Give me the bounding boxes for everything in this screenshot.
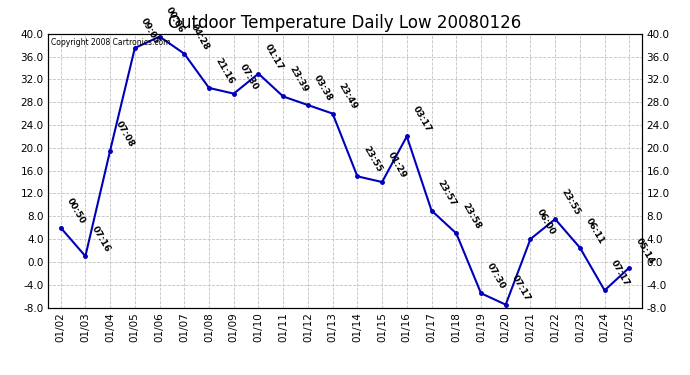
Text: 05:14: 05:14: [633, 236, 656, 266]
Text: 23:39: 23:39: [287, 65, 310, 94]
Text: 03:17: 03:17: [411, 105, 433, 134]
Text: 01:17: 01:17: [263, 42, 285, 72]
Text: 06:11: 06:11: [584, 216, 606, 246]
Text: 09:05: 09:05: [139, 16, 161, 46]
Text: 06:00: 06:00: [535, 208, 557, 237]
Text: 07:17: 07:17: [510, 273, 532, 303]
Text: 23:58: 23:58: [460, 202, 482, 231]
Text: 23:55: 23:55: [560, 188, 582, 217]
Text: 07:30: 07:30: [238, 62, 260, 92]
Text: 00:06: 00:06: [164, 6, 186, 34]
Text: 23:55: 23:55: [362, 145, 384, 174]
Text: Copyright 2008 Cartronics.com: Copyright 2008 Cartronics.com: [51, 38, 170, 47]
Text: 23:57: 23:57: [435, 179, 458, 209]
Text: 07:30: 07:30: [485, 262, 507, 291]
Text: 00:50: 00:50: [65, 196, 87, 225]
Text: 23:49: 23:49: [337, 82, 359, 111]
Text: 04:28: 04:28: [188, 22, 210, 51]
Text: 07:08: 07:08: [115, 119, 137, 148]
Text: 03:38: 03:38: [312, 74, 334, 103]
Title: Outdoor Temperature Daily Low 20080126: Outdoor Temperature Daily Low 20080126: [168, 14, 522, 32]
Text: 21:16: 21:16: [213, 57, 235, 86]
Text: 07:17: 07:17: [609, 259, 631, 288]
Text: 07:16: 07:16: [90, 225, 112, 254]
Text: 01:29: 01:29: [386, 151, 408, 180]
